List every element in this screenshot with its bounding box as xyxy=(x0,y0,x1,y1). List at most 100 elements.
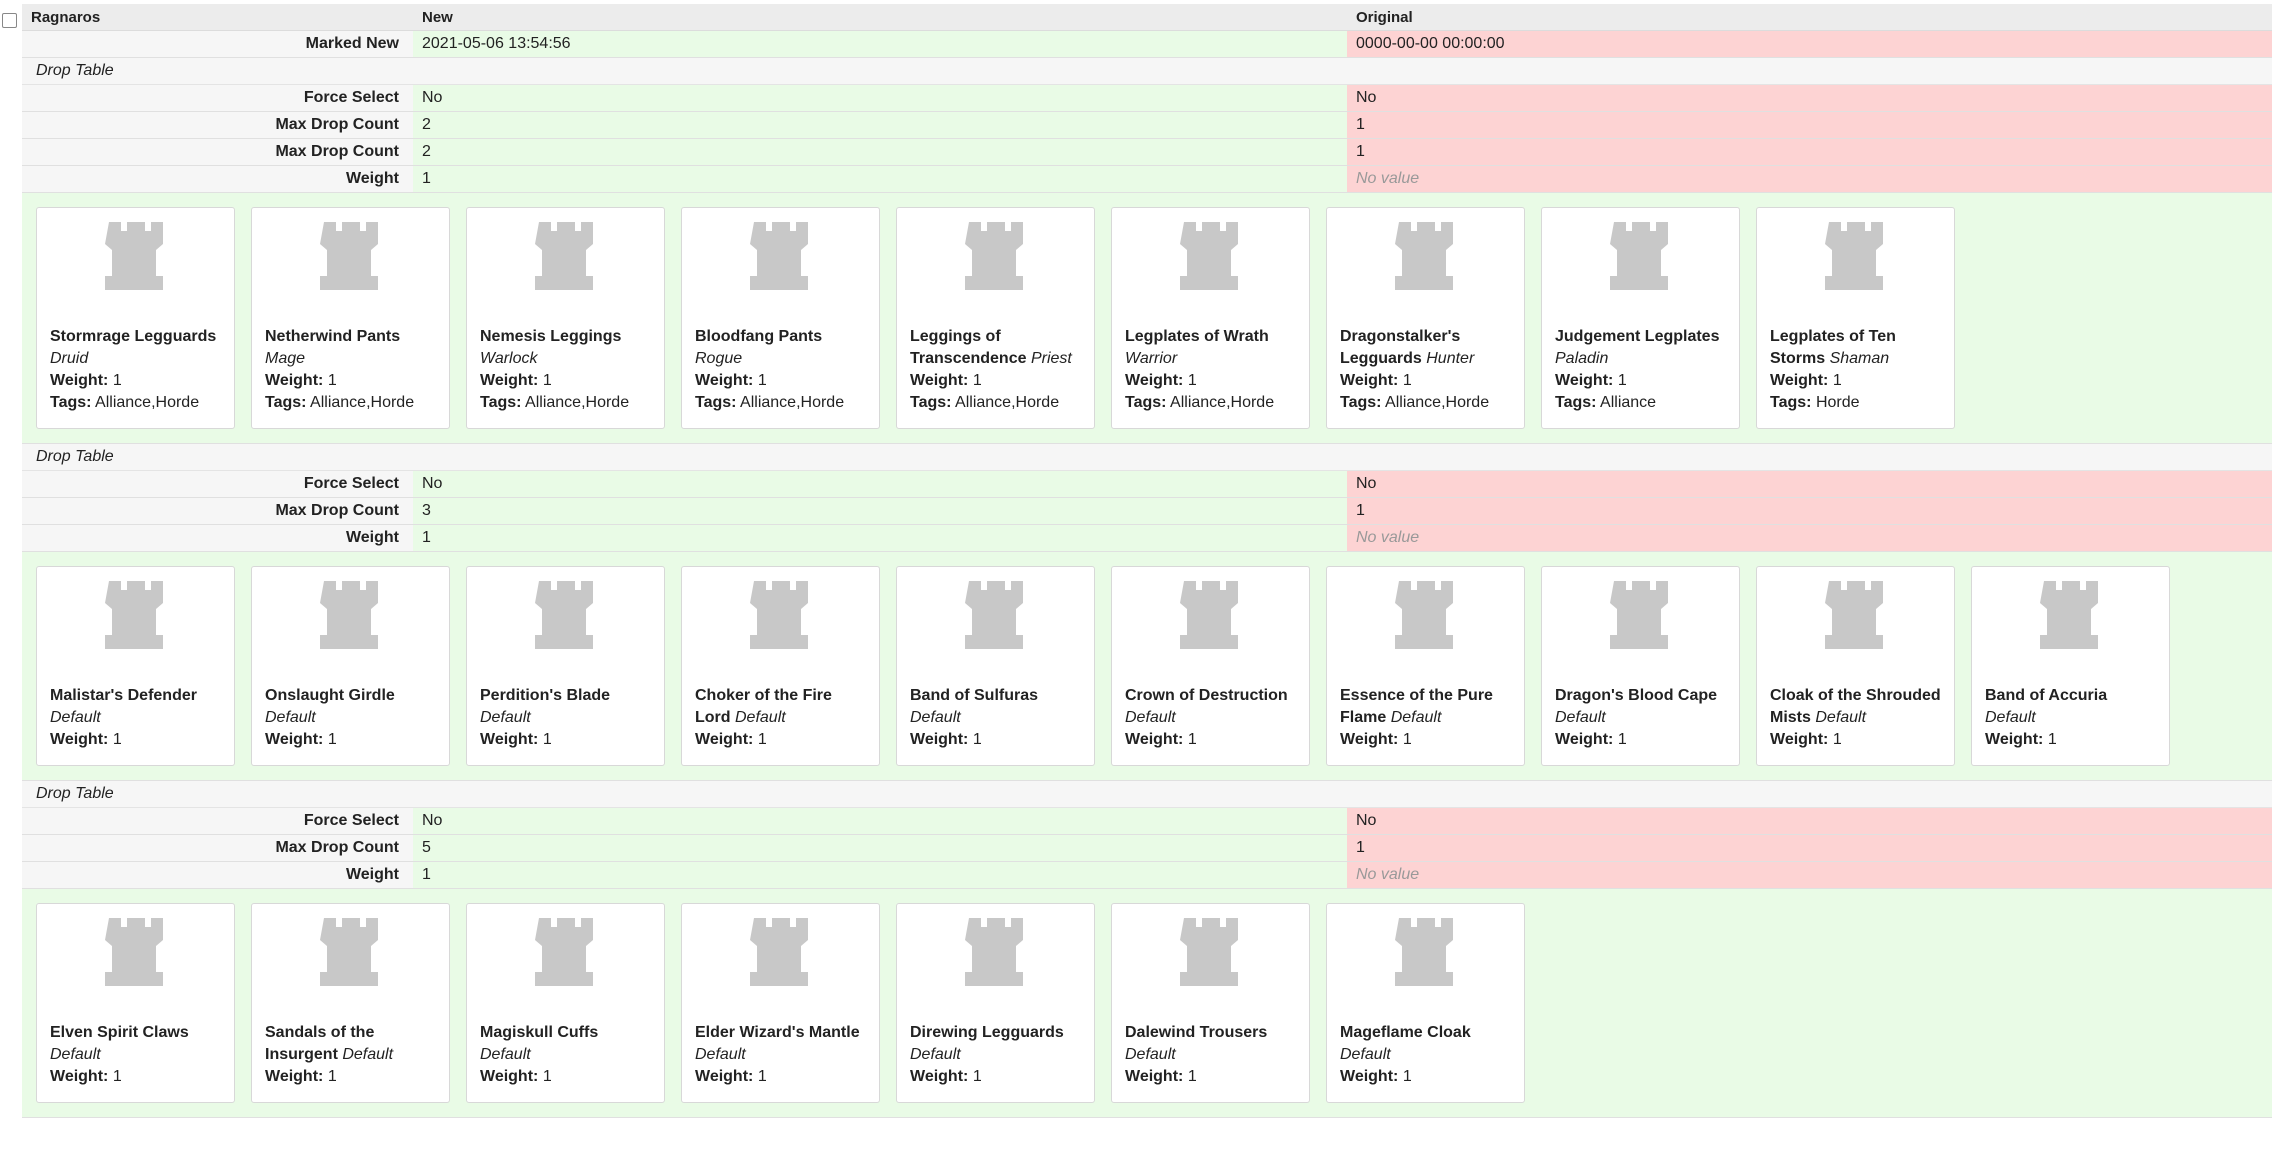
tags-label: Tags: xyxy=(265,394,307,411)
drop-table-title: Drop Table xyxy=(22,781,2272,808)
item-card[interactable]: Sandals of the Insurgent Default Weight: … xyxy=(251,903,450,1103)
item-placeholder-tower-icon xyxy=(1340,222,1511,292)
tags-value: Alliance,Horde xyxy=(1170,394,1275,411)
item-weight: Weight: 1 xyxy=(480,729,651,751)
item-name: Onslaught Girdle xyxy=(265,687,395,704)
weight-label: Weight: xyxy=(1340,372,1399,389)
item-weight: Weight: 1 xyxy=(265,1066,436,1088)
item-title: Onslaught Girdle Default xyxy=(265,685,436,729)
boss-name: Ragnaros xyxy=(31,8,101,26)
item-placeholder-tower-icon xyxy=(1555,581,1726,651)
item-card[interactable]: Bloodfang Pants Rogue Weight: 1 Tags: Alli… xyxy=(681,207,880,429)
field-row: Weight 1 No value xyxy=(22,862,2272,889)
item-placeholder-tower-icon xyxy=(265,918,436,988)
item-card[interactable]: Mageflame Cloak Default Weight: 1 xyxy=(1326,903,1525,1103)
field-original-value: No xyxy=(1347,85,2272,111)
item-card[interactable]: Netherwind Pants Mage Weight: 1 Tags: Alli… xyxy=(251,207,450,429)
item-card[interactable]: Cloak of the Shrouded Mists Default Weigh… xyxy=(1756,566,1955,766)
weight-label: Weight: xyxy=(1555,372,1614,389)
item-card[interactable]: Crown of Destruction Default Weight: 1 xyxy=(1111,566,1310,766)
item-name: Bloodfang Pants xyxy=(695,328,823,345)
item-card[interactable]: Onslaught Girdle Default Weight: 1 xyxy=(251,566,450,766)
item-name: Malistar's Defender xyxy=(50,687,197,704)
item-card[interactable]: Elven Spirit Claws Default Weight: 1 xyxy=(36,903,235,1103)
item-class: Default xyxy=(1340,1046,1391,1063)
tags-value: Alliance,Horde xyxy=(525,394,630,411)
item-class: Default xyxy=(342,1046,394,1063)
item-class: Default xyxy=(480,1046,531,1063)
field-original-value: No value xyxy=(1347,525,2272,551)
item-card[interactable]: Choker of the Fire Lord Default Weight: 1 xyxy=(681,566,880,766)
item-class: Paladin xyxy=(1555,350,1609,367)
item-card[interactable]: Elder Wizard's Mantle Default Weight: 1 xyxy=(681,903,880,1103)
field-new-value: No xyxy=(413,471,1347,497)
item-weight: Weight: 1 xyxy=(910,1066,1081,1088)
item-placeholder-tower-icon xyxy=(910,222,1081,292)
item-card[interactable]: Judgement Legplates Paladin Weight: 1 Tags… xyxy=(1541,207,1740,429)
weight-value: 1 xyxy=(327,1068,337,1085)
field-row-marked-new: Marked New 2021-05-06 13:54:56 0000-00-0… xyxy=(22,31,2272,58)
item-title: Netherwind Pants Mage xyxy=(265,326,436,370)
item-placeholder-tower-icon xyxy=(1770,581,1941,651)
item-class: Default xyxy=(50,1046,101,1063)
item-name: Dalewind Trousers xyxy=(1125,1024,1268,1041)
item-name: Nemesis Leggings xyxy=(480,328,622,345)
field-original-value: No value xyxy=(1347,166,2272,192)
field-new-value: 3 xyxy=(413,498,1347,524)
tags-label: Tags: xyxy=(480,394,522,411)
item-class: Default xyxy=(1390,709,1442,726)
item-card[interactable]: Band of Sulfuras Default Weight: 1 xyxy=(896,566,1095,766)
drop-table-title: Drop Table xyxy=(22,444,2272,471)
field-new-value: 1 xyxy=(413,525,1347,551)
item-card[interactable]: Malistar's Defender Default Weight: 1 xyxy=(36,566,235,766)
item-weight: Weight: 1 xyxy=(1555,729,1726,751)
item-card[interactable]: Band of Accuria Default Weight: 1 xyxy=(1971,566,2170,766)
tags-value: Alliance xyxy=(1600,394,1657,411)
field-label: Force Select xyxy=(22,808,413,834)
item-title: Leggings of Transcendence Priest xyxy=(910,326,1081,370)
item-card[interactable]: Perdition's Blade Default Weight: 1 xyxy=(466,566,665,766)
weight-label: Weight: xyxy=(1125,372,1184,389)
weight-value: 1 xyxy=(1187,1068,1197,1085)
item-class: Default xyxy=(735,709,786,726)
item-class: Warrior xyxy=(1125,350,1178,367)
weight-label: Weight: xyxy=(1555,731,1614,748)
item-tags: Tags: Horde xyxy=(1770,392,1941,414)
item-card[interactable]: Essence of the Pure Flame Default Weight:… xyxy=(1326,566,1525,766)
item-weight: Weight: 1 xyxy=(50,729,221,751)
weight-value: 1 xyxy=(327,372,337,389)
item-card[interactable]: Legplates of Wrath Warrior Weight: 1 Tags:… xyxy=(1111,207,1310,429)
item-weight: Weight: 1 xyxy=(1340,729,1511,751)
item-card[interactable]: Dragonstalker's Legguards Hunter Weight: … xyxy=(1326,207,1525,429)
item-class: Default xyxy=(1125,709,1176,726)
field-new-value: 2021-05-06 13:54:56 xyxy=(413,31,1347,57)
weight-value: 1 xyxy=(1832,731,1842,748)
item-card[interactable]: Leggings of Transcendence Priest Weight: … xyxy=(896,207,1095,429)
item-weight: Weight: 1 xyxy=(480,370,651,392)
tags-value: Alliance,Horde xyxy=(310,394,415,411)
tags-label: Tags: xyxy=(910,394,952,411)
item-card[interactable]: Magiskull Cuffs Default Weight: 1 xyxy=(466,903,665,1103)
item-title: Judgement Legplates Paladin xyxy=(1555,326,1726,370)
item-card-list: Malistar's Defender Default Weight: 1 Ons… xyxy=(22,552,2272,781)
row-select-checkbox[interactable] xyxy=(2,13,17,28)
item-card[interactable]: Nemesis Leggings Warlock Weight: 1 Tags: A… xyxy=(466,207,665,429)
item-placeholder-tower-icon xyxy=(1555,222,1726,292)
item-weight: Weight: 1 xyxy=(695,729,866,751)
tags-value: Alliance,Horde xyxy=(740,394,845,411)
item-card[interactable]: Direwing Legguards Default Weight: 1 xyxy=(896,903,1095,1103)
item-name: Netherwind Pants xyxy=(265,328,401,345)
item-placeholder-tower-icon xyxy=(910,918,1081,988)
field-row: Max Drop Count 2 1 xyxy=(22,139,2272,166)
item-name: Crown of Destruction xyxy=(1125,687,1288,704)
weight-label: Weight: xyxy=(265,1068,324,1085)
item-card[interactable]: Dalewind Trousers Default Weight: 1 xyxy=(1111,903,1310,1103)
field-label: Weight xyxy=(22,166,413,192)
item-name: Judgement Legplates xyxy=(1555,328,1720,345)
weight-label: Weight: xyxy=(695,1068,754,1085)
item-card[interactable]: Dragon's Blood Cape Default Weight: 1 xyxy=(1541,566,1740,766)
item-title: Mageflame Cloak Default xyxy=(1340,1022,1511,1066)
item-title: Malistar's Defender Default xyxy=(50,685,221,729)
item-card[interactable]: Stormrage Legguards Druid Weight: 1 Tags: … xyxy=(36,207,235,429)
